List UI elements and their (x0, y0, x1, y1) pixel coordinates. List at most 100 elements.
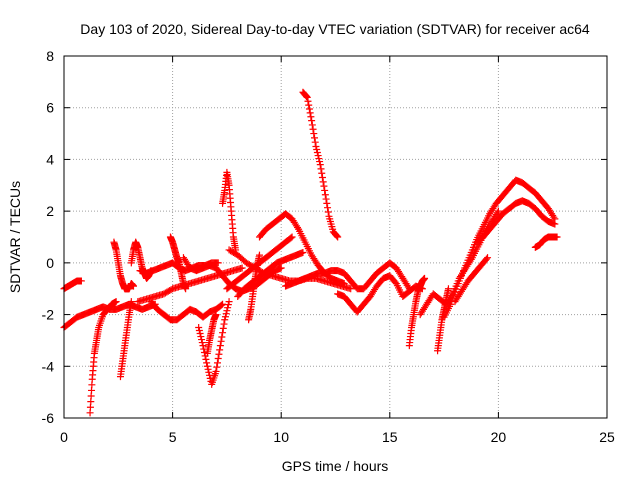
data-point (77, 277, 85, 285)
x-tick-label: 10 (273, 429, 289, 445)
data-point (195, 324, 203, 331)
data-point (303, 93, 311, 101)
data-point (318, 169, 326, 177)
data-point (551, 220, 559, 228)
data-point (212, 311, 220, 319)
data-point (214, 259, 222, 267)
data-point (321, 191, 329, 199)
data-point (316, 161, 324, 169)
x-tick-label: 5 (169, 429, 177, 445)
data-point (313, 146, 321, 154)
data-point (306, 109, 314, 117)
grid-lines (64, 56, 607, 418)
data-point (203, 359, 211, 367)
data-point (323, 199, 331, 207)
data-point (318, 174, 326, 182)
data-point (482, 255, 490, 263)
data-point (484, 254, 492, 262)
data-point (315, 155, 323, 163)
data-point (452, 285, 460, 293)
data-point (311, 138, 319, 146)
data-points (60, 88, 561, 417)
data-point (320, 182, 328, 190)
data-point (332, 231, 340, 239)
data-point (288, 233, 296, 241)
data-point (221, 316, 229, 324)
data-point (444, 285, 452, 293)
data-point (308, 117, 316, 125)
data-point (197, 333, 205, 341)
data-point (311, 134, 319, 142)
data-point (216, 346, 224, 354)
data-point (219, 324, 227, 332)
data-point (255, 251, 263, 259)
data-point (309, 125, 317, 133)
data-point (130, 282, 138, 290)
axis-ticks: 0 5 10 15 20 25 -6 -4 -2 0 2 4 6 8 (42, 48, 615, 445)
data-point (334, 233, 342, 241)
y-tick-label: 2 (46, 203, 54, 219)
data-point (299, 249, 307, 257)
data-point (312, 143, 320, 150)
data-point (293, 224, 301, 232)
chart-title: Day 103 of 2020, Sidereal Day-to-day VTE… (80, 21, 590, 37)
data-point (313, 149, 321, 157)
y-tick-label: 0 (46, 255, 54, 271)
x-tick-label: 15 (382, 429, 398, 445)
data-point (303, 93, 311, 101)
data-point (204, 365, 212, 373)
data-point (196, 330, 204, 338)
data-point (224, 301, 232, 309)
data-point (225, 298, 233, 306)
data-point (316, 158, 324, 166)
data-point (198, 336, 206, 344)
data-point (553, 233, 561, 241)
data-point (203, 362, 211, 370)
data-point (310, 130, 318, 138)
data-point (550, 213, 558, 221)
data-point (494, 207, 502, 215)
y-tick-label: -4 (42, 358, 55, 374)
data-point (224, 304, 232, 312)
data-point (217, 337, 225, 345)
data-point (340, 280, 348, 288)
data-point (205, 368, 213, 376)
data-point (347, 285, 355, 293)
data-point (421, 274, 429, 282)
data-point (451, 288, 459, 296)
data-point (195, 327, 203, 335)
data-point (305, 101, 313, 109)
data-point (447, 300, 455, 308)
data-point (307, 113, 315, 121)
data-point (112, 298, 120, 306)
data-point (321, 186, 329, 194)
data-point (319, 178, 327, 186)
data-point (220, 320, 228, 328)
data-point (324, 208, 332, 216)
plot-frame (63, 55, 608, 419)
x-axis-label: GPS time / hours (282, 458, 389, 474)
y-tick-label: 8 (46, 48, 54, 64)
data-point (221, 313, 229, 321)
data-point (213, 363, 221, 371)
data-point (305, 105, 313, 113)
y-tick-label: 4 (46, 151, 54, 167)
data-point (214, 355, 222, 363)
data-point (215, 350, 223, 358)
data-point (213, 359, 221, 367)
data-point (302, 92, 310, 100)
data-point (333, 232, 341, 240)
data-point (182, 285, 190, 293)
data-point (218, 333, 226, 341)
data-point (493, 209, 501, 217)
data-point (304, 97, 312, 105)
data-point (202, 355, 210, 363)
data-point (314, 152, 322, 160)
data-point (277, 264, 285, 272)
y-axis-label: SDTVAR / TECUs (7, 181, 23, 293)
data-point (324, 204, 332, 212)
data-point (238, 264, 246, 272)
